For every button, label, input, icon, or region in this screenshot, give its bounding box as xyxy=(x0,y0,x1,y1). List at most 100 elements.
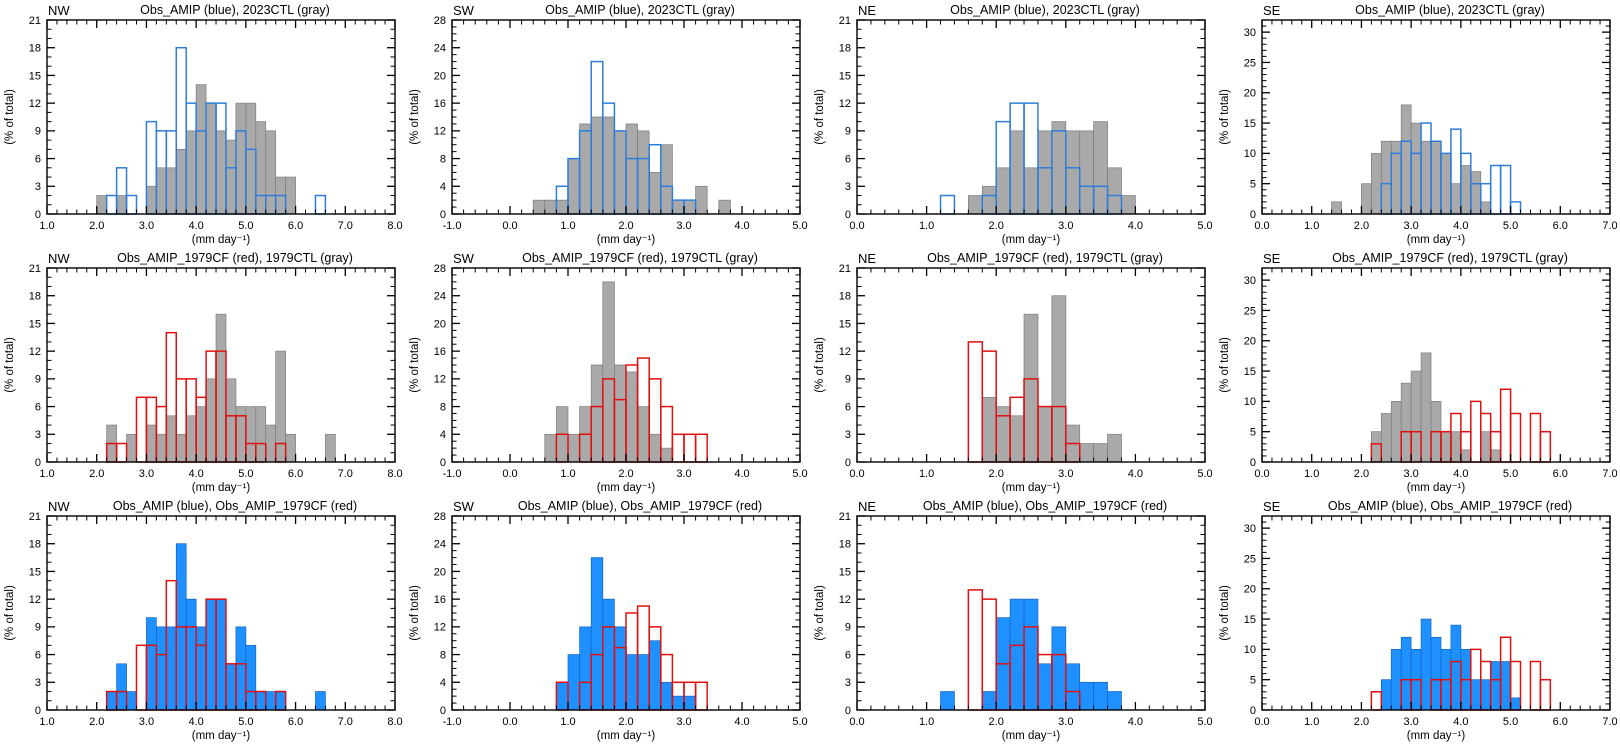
svg-text:18: 18 xyxy=(839,539,851,551)
region-label: NE xyxy=(858,251,876,266)
y-axis-label: (% of total) xyxy=(4,585,16,641)
panel-title: Obs_AMIP (blue), Obs_AMIP_1979CF (red) xyxy=(518,499,762,513)
svg-text:2.0: 2.0 xyxy=(1354,468,1369,480)
svg-text:16: 16 xyxy=(434,98,446,110)
svg-text:4: 4 xyxy=(440,677,446,689)
x-axis-label: (mm day⁻¹) xyxy=(597,482,656,494)
region-label: NW xyxy=(48,251,70,266)
region-label: SE xyxy=(1263,251,1281,266)
svg-text:1.0: 1.0 xyxy=(39,716,54,728)
tick-labels: -1.0 0.0 1.0 2.0 3.0 4.0 5.0 0 4 8 12 16 20 24 28 xyxy=(434,15,808,232)
svg-text:4.0: 4.0 xyxy=(188,220,203,232)
svg-text:6: 6 xyxy=(845,401,851,413)
histogram-panel-se-row2: 0.0 1.0 2.0 3.0 4.0 5.0 6.0 7.0 0 5 10 15 20 25 30 Obs_… xyxy=(1215,248,1620,496)
panel-svg: -1.0 0.0 1.0 2.0 3.0 4.0 5.0 0 4 8 12 16 20 24 28 Obs_A… xyxy=(409,499,808,742)
tick-marks xyxy=(46,515,396,711)
svg-text:7.0: 7.0 xyxy=(1602,468,1617,480)
svg-text:6: 6 xyxy=(35,649,41,661)
svg-text:5.0: 5.0 xyxy=(1197,468,1212,480)
svg-text:0: 0 xyxy=(845,209,851,221)
svg-text:3.0: 3.0 xyxy=(676,716,691,728)
svg-text:3.0: 3.0 xyxy=(1058,716,1073,728)
axis-box xyxy=(46,515,396,711)
svg-text:2.0: 2.0 xyxy=(618,220,633,232)
region-label: NW xyxy=(48,3,70,18)
svg-text:16: 16 xyxy=(434,346,446,358)
svg-text:18: 18 xyxy=(29,539,41,551)
svg-text:3: 3 xyxy=(35,429,41,441)
svg-text:3.0: 3.0 xyxy=(139,468,154,480)
svg-text:0: 0 xyxy=(1250,705,1256,717)
svg-text:15: 15 xyxy=(839,70,851,82)
svg-text:8: 8 xyxy=(440,401,446,413)
svg-text:9: 9 xyxy=(35,126,41,138)
svg-text:12: 12 xyxy=(29,98,41,110)
x-axis-label: (mm day⁻¹) xyxy=(1002,730,1061,742)
svg-text:5.0: 5.0 xyxy=(792,716,807,728)
svg-text:9: 9 xyxy=(35,622,41,634)
svg-text:12: 12 xyxy=(434,622,446,634)
panel-svg: -1.0 0.0 1.0 2.0 3.0 4.0 5.0 0 4 8 12 16 20 24 28 Obs_A… xyxy=(409,3,808,246)
svg-text:18: 18 xyxy=(29,43,41,55)
series-2023CTL xyxy=(532,116,731,215)
svg-text:1.0: 1.0 xyxy=(39,220,54,232)
tick-labels: 1.0 2.0 3.0 4.0 5.0 6.0 7.0 8.0 0 3 6 9 12 15 18 21 xyxy=(29,263,403,480)
panel-title: Obs_AMIP (blue), Obs_AMIP_1979CF (red) xyxy=(923,499,1167,513)
panel-title: Obs_AMIP (blue), 2023CTL (gray) xyxy=(1355,3,1545,17)
svg-text:8.0: 8.0 xyxy=(387,716,402,728)
svg-text:7.0: 7.0 xyxy=(1602,220,1617,232)
minor-tick-marks xyxy=(857,268,1205,462)
svg-text:15: 15 xyxy=(839,566,851,578)
region-label: SW xyxy=(453,3,475,18)
svg-text:0: 0 xyxy=(440,705,446,717)
svg-text:0.0: 0.0 xyxy=(502,716,517,728)
axis-box xyxy=(856,19,1206,215)
svg-text:12: 12 xyxy=(839,594,851,606)
svg-text:5: 5 xyxy=(1250,427,1256,439)
svg-text:15: 15 xyxy=(1244,118,1256,130)
histogram-panel-sw-row1: -1.0 0.0 1.0 2.0 3.0 4.0 5.0 0 4 8 12 16 20 24 28 Obs_A… xyxy=(405,0,810,248)
svg-text:-1.0: -1.0 xyxy=(443,716,462,728)
svg-text:6.0: 6.0 xyxy=(288,468,303,480)
svg-text:28: 28 xyxy=(434,263,446,275)
svg-text:0: 0 xyxy=(440,457,446,469)
svg-text:0: 0 xyxy=(35,209,41,221)
svg-text:25: 25 xyxy=(1244,57,1256,69)
x-axis-label: (mm day⁻¹) xyxy=(597,730,656,742)
y-axis-label: (% of total) xyxy=(4,89,16,145)
tick-marks xyxy=(1261,268,1611,463)
x-axis-label: (mm day⁻¹) xyxy=(192,234,251,246)
svg-text:3.0: 3.0 xyxy=(139,716,154,728)
svg-text:0.0: 0.0 xyxy=(849,220,864,232)
svg-text:2.0: 2.0 xyxy=(989,716,1004,728)
svg-text:9: 9 xyxy=(35,374,41,386)
histogram-panel-ne-row1: 0.0 1.0 2.0 3.0 4.0 5.0 0 3 6 9 12 15 18 21 Obs_AMIP (… xyxy=(810,0,1215,248)
svg-text:4.0: 4.0 xyxy=(734,716,749,728)
svg-text:1.0: 1.0 xyxy=(1304,220,1319,232)
svg-text:21: 21 xyxy=(839,511,851,523)
svg-text:5.0: 5.0 xyxy=(1503,468,1518,480)
minor-tick-marks xyxy=(857,20,1205,214)
tick-marks xyxy=(1261,20,1611,215)
svg-text:4: 4 xyxy=(440,429,446,441)
svg-text:9: 9 xyxy=(845,126,851,138)
svg-text:7.0: 7.0 xyxy=(338,716,353,728)
svg-text:1.0: 1.0 xyxy=(39,468,54,480)
svg-text:18: 18 xyxy=(839,291,851,303)
x-axis-label: (mm day⁻¹) xyxy=(1407,234,1466,246)
svg-text:4.0: 4.0 xyxy=(1128,220,1143,232)
svg-text:20: 20 xyxy=(434,318,446,330)
svg-text:6: 6 xyxy=(35,401,41,413)
panel-title: Obs_AMIP (blue), 2023CTL (gray) xyxy=(950,3,1140,17)
svg-text:25: 25 xyxy=(1244,305,1256,317)
panel-svg: 0.0 1.0 2.0 3.0 4.0 5.0 6.0 7.0 0 5 10 15 20 25 30 Obs_… xyxy=(1219,251,1618,494)
region-label: SW xyxy=(453,251,475,266)
svg-text:4.0: 4.0 xyxy=(1453,468,1468,480)
svg-text:6: 6 xyxy=(845,153,851,165)
region-label: NE xyxy=(858,3,876,18)
svg-text:0: 0 xyxy=(845,457,851,469)
tick-marks xyxy=(46,267,396,463)
minor-tick-marks xyxy=(452,20,800,214)
histogram-panel-nw-row2: 1.0 2.0 3.0 4.0 5.0 6.0 7.0 8.0 0 3 6 9 12 15 18 21 Obs_… xyxy=(0,248,405,496)
svg-text:0.0: 0.0 xyxy=(1254,468,1269,480)
